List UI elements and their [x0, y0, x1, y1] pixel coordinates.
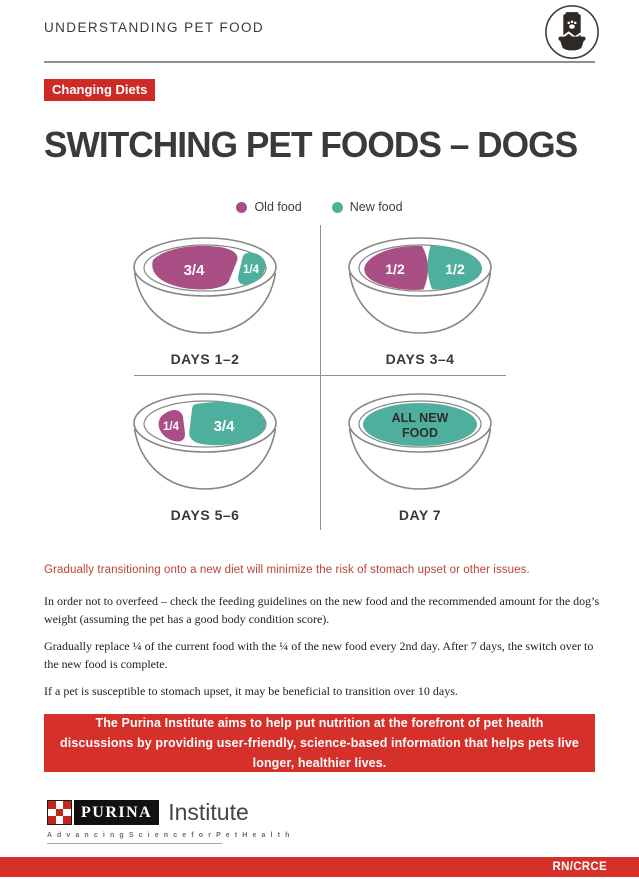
section-tag: Changing Diets	[44, 79, 156, 101]
fraction-new: 1/4	[243, 264, 260, 276]
purina-wordmark: PURINA	[74, 800, 160, 825]
logo-tagline-rule	[47, 843, 222, 844]
all-new-food-line2: FOOD	[402, 426, 438, 440]
header-divider	[44, 61, 595, 63]
old-food-dot-icon	[236, 201, 248, 213]
paragraph-replace-quarter: Gradually replace ¼ of the current food …	[44, 639, 594, 671]
fraction-old: 1/4	[163, 421, 180, 433]
bowl-days-3-4: 1/2 1/2	[348, 237, 492, 334]
pet-food-bag-and-bowl-icon	[543, 3, 601, 61]
legend: Old food New food	[0, 200, 639, 214]
bowl-days-5-6: 1/4 3/4	[133, 393, 277, 490]
bowl-label-days-5-6: DAYS 5–6	[170, 507, 240, 523]
document-header-title: UNDERSTANDING PET FOOD	[44, 20, 265, 35]
bowl-label-day-7: DAY 7	[398, 507, 442, 523]
legend-item-new-food: New food	[331, 200, 403, 214]
logo-tagline: A d v a n c i n g S c i e n c e f o r P …	[47, 832, 291, 839]
all-new-food-line1: ALL NEW	[392, 411, 449, 425]
bowl-label-days-1-2: DAYS 1–2	[170, 351, 240, 367]
purina-institute-callout: The Purina Institute aims to help put nu…	[44, 714, 595, 772]
fraction-new: 1/2	[445, 261, 465, 277]
body-copy: In order not to overfeed – check the fee…	[44, 592, 600, 709]
bowl-diagram-grid: 3/4 1/4 DAYS 1–2 1/2 1/2 DAYS 3–4 1/4 3/…	[0, 225, 639, 531]
callout-text: The Purina Institute aims to help put nu…	[60, 716, 579, 770]
legend-label-old: Old food	[254, 200, 302, 214]
page-title: SWITCHING PET FOODS – DOGS	[44, 124, 578, 165]
footer-code: RN/CRCE	[552, 861, 607, 873]
bowl-days-1-2: 3/4 1/4	[133, 237, 277, 334]
new-food-dot-icon	[331, 201, 343, 213]
grid-divider-horizontal	[134, 375, 506, 376]
grid-divider-vertical	[320, 225, 321, 530]
fraction-old: 1/2	[385, 261, 405, 277]
footer-bar: RN/CRCE	[0, 857, 639, 877]
purina-checkerboard-icon	[47, 800, 72, 825]
institute-wordmark: Institute	[168, 799, 249, 825]
paragraph-overfeed: In order not to overfeed – check the fee…	[44, 594, 600, 626]
fraction-new: 3/4	[214, 418, 236, 435]
fraction-old: 3/4	[184, 262, 206, 279]
lead-sentence: Gradually transitioning onto a new diet …	[44, 564, 530, 576]
bowl-label-days-3-4: DAYS 3–4	[385, 351, 455, 367]
legend-item-old-food: Old food	[236, 200, 302, 214]
purina-institute-logo: PURINA Institute A d v a n c i n g S c i…	[47, 799, 291, 844]
paragraph-stomach-upset: If a pet is susceptible to stomach upset…	[44, 684, 458, 698]
legend-label-new: New food	[349, 200, 403, 214]
bowl-day-7: ALL NEW FOOD	[348, 393, 492, 490]
